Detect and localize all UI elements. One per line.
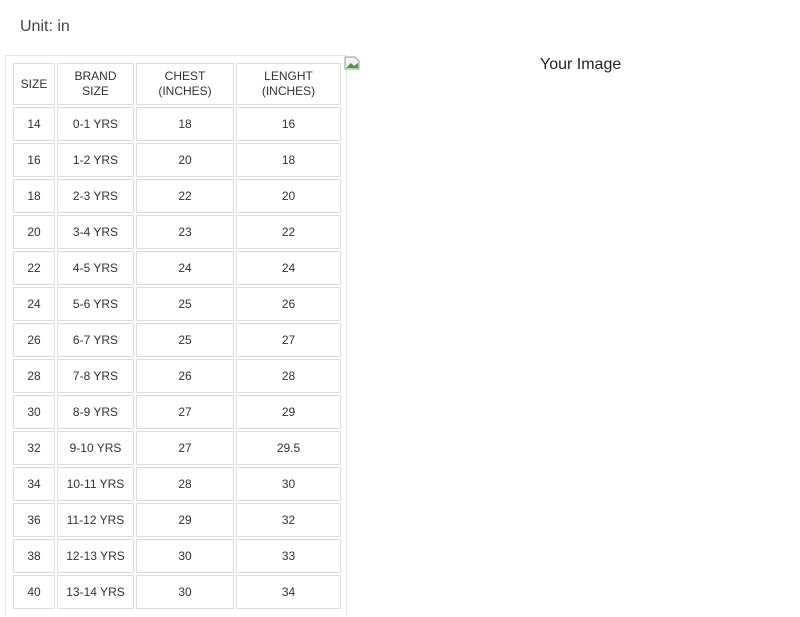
table-cell: 38 <box>13 539 55 573</box>
table-cell: 6-7 YRS <box>57 323 134 357</box>
table-row: 34 10-11 YRS 28 30 <box>13 467 341 501</box>
table-cell: 9-10 YRS <box>57 431 134 465</box>
table-cell: 26 <box>236 287 341 321</box>
table-cell: 20 <box>13 215 55 249</box>
column-header-text: (INCHES) <box>261 84 316 98</box>
table-cell: 32 <box>236 503 341 537</box>
table-row: 24 5-6 YRS 25 26 <box>13 287 341 321</box>
column-header: CHEST (INCHES) <box>136 63 234 105</box>
table-cell: 34 <box>13 467 55 501</box>
column-header: SIZE <box>13 63 55 105</box>
table-cell: 22 <box>136 179 234 213</box>
column-header-text: CHEST <box>164 69 206 83</box>
table-cell: 28 <box>236 359 341 393</box>
table-cell: 24 <box>236 251 341 285</box>
table-row: 32 9-10 YRS 27 29.5 <box>13 431 341 465</box>
size-chart-table: SIZE BRAND SIZE CHEST (INCHES) LENGHT (INCHES)… <box>11 61 343 611</box>
table-cell: 34 <box>236 575 341 609</box>
table-cell: 27 <box>136 395 234 429</box>
table-cell: 18 <box>13 179 55 213</box>
table-row: 22 4-5 YRS 24 24 <box>13 251 341 285</box>
table-cell: 27 <box>136 431 234 465</box>
table-cell: 5-6 YRS <box>57 287 134 321</box>
table-row: 18 2-3 YRS 22 20 <box>13 179 341 213</box>
size-chart-container <box>5 55 347 616</box>
table-cell: 25 <box>136 323 234 357</box>
table-cell: 20 <box>136 143 234 177</box>
table-cell: 10-11 YRS <box>57 467 134 501</box>
table-cell: 24 <box>136 251 234 285</box>
table-cell: 18 <box>136 107 234 141</box>
table-row: 16 1-2 YRS 20 18 <box>13 143 341 177</box>
table-cell: 1-2 YRS <box>57 143 134 177</box>
table-cell: 16 <box>236 107 341 141</box>
column-header: LENGHT (INCHES) <box>236 63 341 105</box>
table-row: 30 8-9 YRS 27 29 <box>13 395 341 429</box>
table-cell: 23 <box>136 215 234 249</box>
table-cell: 30 <box>136 539 234 573</box>
column-header-text: LENGHT <box>264 69 313 83</box>
table-cell: 14 <box>13 107 55 141</box>
image-alt-text: Your Image <box>540 56 622 73</box>
table-row: 26 6-7 YRS 25 27 <box>13 323 341 357</box>
column-header-text: SIZE <box>20 76 48 91</box>
broken-image-icon <box>344 56 360 70</box>
table-cell: 20 <box>236 179 341 213</box>
table-cell: 28 <box>13 359 55 393</box>
table-cell: 13-14 YRS <box>57 575 134 609</box>
column-header-text: (INCHES) <box>158 84 212 98</box>
table-cell: 22 <box>13 251 55 285</box>
column-header-text: SIZE <box>82 84 109 98</box>
table-header-row: SIZE BRAND SIZE CHEST (INCHES) LENGHT (INCHES) <box>13 63 341 105</box>
table-cell: 0-1 YRS <box>57 107 134 141</box>
table-row: 40 13-14 YRS 30 34 <box>13 575 341 609</box>
table-cell: 40 <box>13 575 55 609</box>
table-cell: 28 <box>136 467 234 501</box>
table-cell: 29.5 <box>236 431 341 465</box>
table-cell: 24 <box>13 287 55 321</box>
table-row: 20 3-4 YRS 23 22 <box>13 215 341 249</box>
table-cell: 16 <box>13 143 55 177</box>
table-cell: 25 <box>136 287 234 321</box>
table-cell: 11-12 YRS <box>57 503 134 537</box>
table-row: 36 11-12 YRS 29 32 <box>13 503 341 537</box>
table-cell: 12-13 YRS <box>57 539 134 573</box>
unit-label: Unit: in <box>20 18 70 35</box>
table-cell: 7-8 YRS <box>57 359 134 393</box>
table-cell: 30 <box>13 395 55 429</box>
table-cell: 36 <box>13 503 55 537</box>
table-row: 28 7-8 YRS 26 28 <box>13 359 341 393</box>
table-cell: 18 <box>236 143 341 177</box>
table-row: 14 0-1 YRS 18 16 <box>13 107 341 141</box>
table-cell: 22 <box>236 215 341 249</box>
column-header: BRAND SIZE <box>57 63 134 105</box>
table-cell: 29 <box>236 395 341 429</box>
table-row: 38 12-13 YRS 30 33 <box>13 539 341 573</box>
table-cell: 33 <box>236 539 341 573</box>
table-cell: 2-3 YRS <box>57 179 134 213</box>
column-header-text: BRAND <box>74 69 117 83</box>
table-cell: 3-4 YRS <box>57 215 134 249</box>
table-cell: 4-5 YRS <box>57 251 134 285</box>
table-cell: 29 <box>136 503 234 537</box>
table-cell: 26 <box>13 323 55 357</box>
table-cell: 30 <box>236 467 341 501</box>
table-cell: 8-9 YRS <box>57 395 134 429</box>
table-cell: 32 <box>13 431 55 465</box>
table-cell: 26 <box>136 359 234 393</box>
table-cell: 27 <box>236 323 341 357</box>
table-cell: 30 <box>136 575 234 609</box>
